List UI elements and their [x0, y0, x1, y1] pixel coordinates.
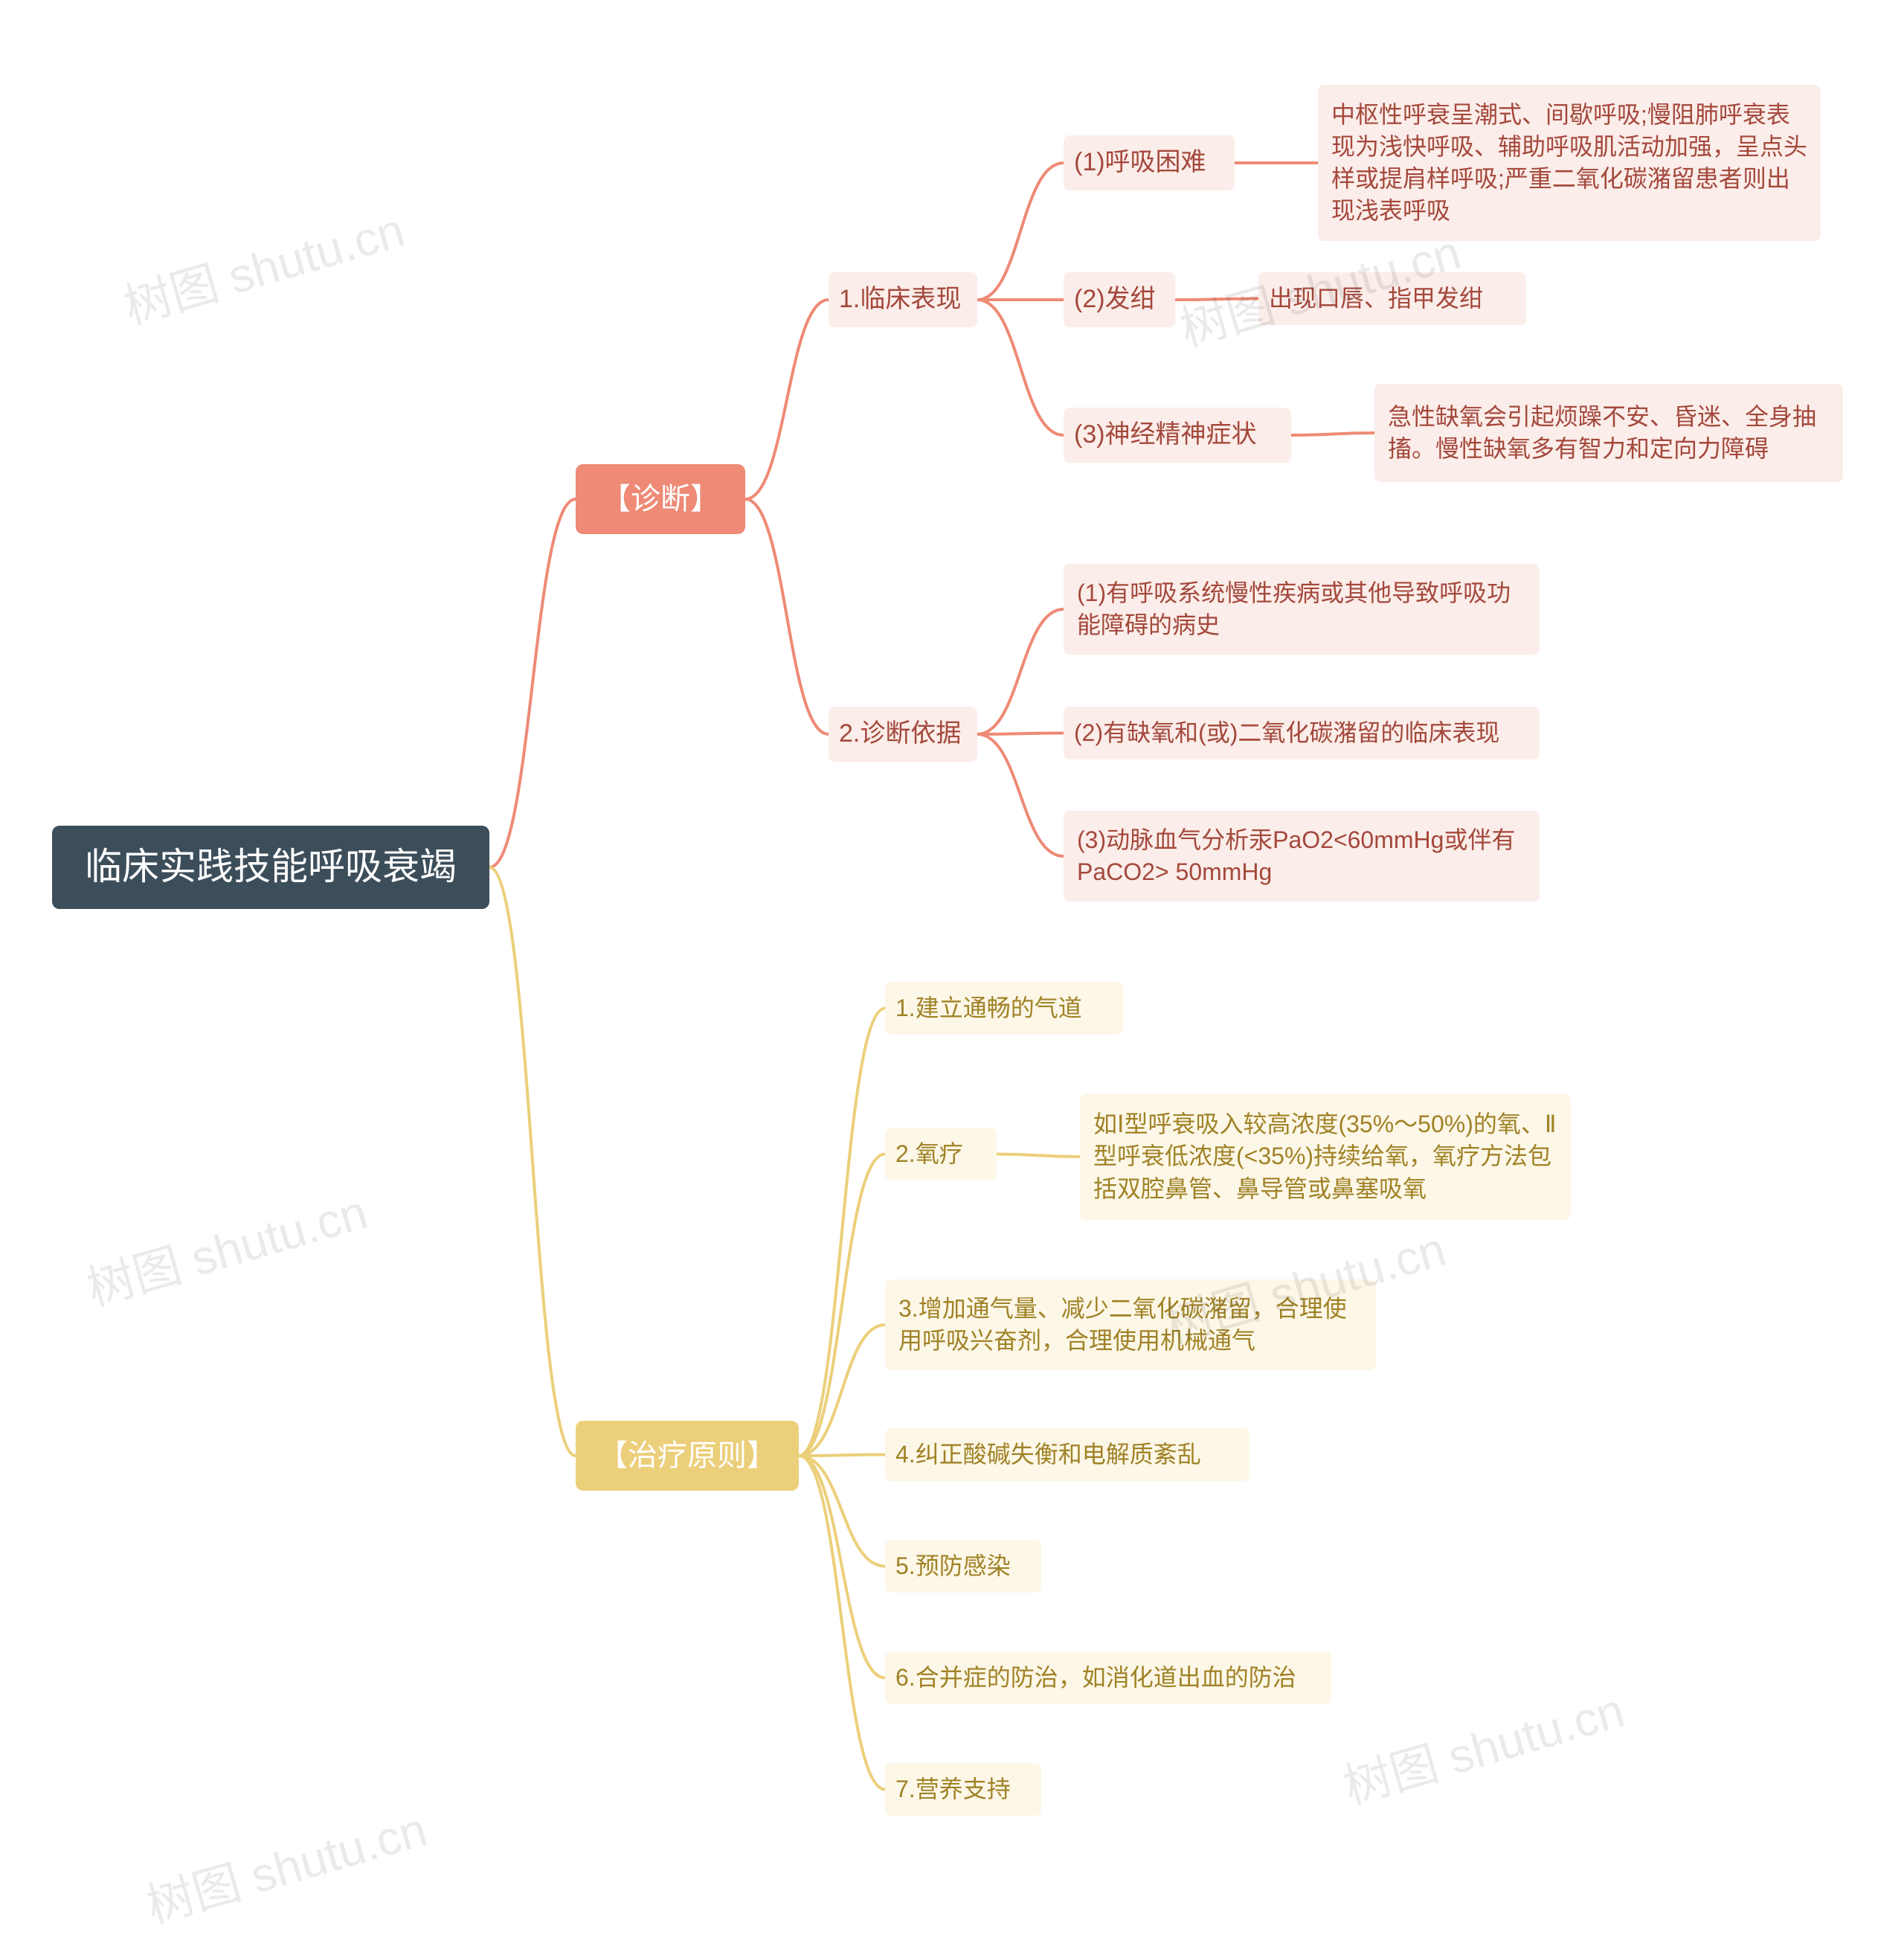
node-t3[interactable]: 3.增加通气量、减少二氧化碳潴留，合理使用呼吸兴奋剂，合理使用机械通气 — [885, 1279, 1376, 1370]
node-d2-label: 2.诊断依据 — [839, 717, 961, 751]
node-root[interactable]: 临床实践技能呼吸衰竭 — [52, 826, 489, 909]
edge-treat-t4 — [799, 1455, 885, 1456]
edge-d1b-d1b_desc — [1175, 299, 1258, 301]
node-treat[interactable]: 【治疗原则】 — [576, 1421, 799, 1491]
edge-treat-t7 — [799, 1456, 885, 1790]
node-t7[interactable]: 7.营养支持 — [885, 1763, 1041, 1816]
node-diag[interactable]: 【诊断】 — [576, 464, 745, 534]
edge-diag-d1 — [745, 300, 829, 499]
node-d2b[interactable]: (2)有缺氧和(或)二氧化碳潴留的临床表现 — [1064, 707, 1540, 759]
node-t2[interactable]: 2.氧疗 — [885, 1128, 997, 1180]
watermark: 树图 shutu.cn — [1335, 1672, 1631, 1817]
node-d1b-label: (2)发绀 — [1074, 283, 1156, 317]
node-t6[interactable]: 6.合并症的防治，如消化道出血的防治 — [885, 1651, 1331, 1704]
edge-d1-d1a — [977, 163, 1064, 300]
node-d1c_desc[interactable]: 急性缺氧会引起烦躁不安、昏迷、全身抽搐。慢性缺氧多有智力和定向力障碍 — [1374, 384, 1843, 482]
edge-d1c-d1c_desc — [1291, 433, 1374, 435]
node-d1c_desc-label: 急性缺氧会引起烦躁不安、昏迷、全身抽搐。慢性缺氧多有智力和定向力障碍 — [1388, 401, 1830, 465]
edge-d1-d1c — [977, 300, 1064, 435]
node-t3-label: 3.增加通气量、减少二氧化碳潴留，合理使用呼吸兴奋剂，合理使用机械通气 — [898, 1293, 1363, 1357]
watermark: 树图 shutu.cn — [138, 1791, 434, 1936]
node-t5[interactable]: 5.预防感染 — [885, 1540, 1041, 1593]
node-d1b_desc-label: 出现口唇、指甲发绀 — [1269, 283, 1483, 315]
edge-treat-t5 — [799, 1456, 885, 1567]
node-d1a-label: (1)呼吸困难 — [1074, 146, 1206, 180]
edge-root-diag — [489, 499, 576, 867]
node-d2[interactable]: 2.诊断依据 — [829, 707, 977, 762]
edge-t2-t2_desc — [997, 1154, 1080, 1157]
edge-d2-d2b — [977, 733, 1064, 735]
node-t2-label: 2.氧疗 — [895, 1138, 963, 1170]
node-t2_desc-label: 如Ⅰ型呼衰吸入较高浓度(35%～50%)的氧、Ⅱ型呼衰低浓度(<35%)持续给氧… — [1093, 1108, 1557, 1205]
node-t6-label: 6.合并症的防治，如消化道出血的防治 — [895, 1662, 1296, 1694]
node-t4-label: 4.纠正酸碱失衡和电解质紊乱 — [895, 1439, 1201, 1471]
edge-d2-d2c — [977, 734, 1064, 856]
node-t5-label: 5.预防感染 — [895, 1550, 1011, 1582]
node-t1-label: 1.建立通畅的气道 — [895, 992, 1082, 1024]
edge-treat-t6 — [799, 1456, 885, 1678]
node-d1b[interactable]: (2)发绀 — [1064, 272, 1175, 327]
edge-d2-d2a — [977, 609, 1064, 734]
edge-diag-d2 — [745, 499, 829, 734]
watermark: 树图 shutu.cn — [78, 1174, 374, 1319]
edge-root-treat — [489, 867, 576, 1456]
edge-treat-t1 — [799, 1009, 885, 1456]
node-d1a[interactable]: (1)呼吸困难 — [1064, 135, 1235, 190]
node-d1a_desc[interactable]: 中枢性呼衰呈潮式、间歇呼吸;慢阻肺呼衰表现为浅快呼吸、辅助呼吸肌活动加强，呈点头… — [1318, 85, 1821, 241]
node-d2a[interactable]: (1)有呼吸系统慢性疾病或其他导致呼吸功能障碍的病史 — [1064, 564, 1540, 655]
node-t2_desc[interactable]: 如Ⅰ型呼衰吸入较高浓度(35%～50%)的氧、Ⅱ型呼衰低浓度(<35%)持续给氧… — [1080, 1093, 1571, 1220]
node-d1c-label: (3)神经精神症状 — [1074, 418, 1257, 452]
node-d2c-label: (3)动脉血气分析汞PaO2<60mmHg或伴有PaCO2> 50mmHg — [1077, 824, 1526, 888]
node-d1c[interactable]: (3)神经精神症状 — [1064, 408, 1291, 463]
node-t1[interactable]: 1.建立通畅的气道 — [885, 982, 1123, 1035]
mindmap-stage: 临床实践技能呼吸衰竭 【诊断】【治疗原则】 1.临床表现 2.诊断依据 (1)呼吸困难 中… — [0, 0, 1904, 1884]
node-d1[interactable]: 1.临床表现 — [829, 272, 977, 327]
node-root-label: 临床实践技能呼吸衰竭 — [85, 842, 457, 893]
node-d2a-label: (1)有呼吸系统慢性疾病或其他导致呼吸功能障碍的病史 — [1077, 577, 1526, 641]
node-d1a_desc-label: 中枢性呼衰呈潮式、间歇呼吸;慢阻肺呼衰表现为浅快呼吸、辅助呼吸肌活动加强，呈点头… — [1331, 99, 1807, 228]
node-d2c[interactable]: (3)动脉血气分析汞PaO2<60mmHg或伴有PaCO2> 50mmHg — [1064, 811, 1540, 902]
watermark: 树图 shutu.cn — [115, 192, 411, 337]
node-diag-label: 【诊断】 — [601, 479, 720, 519]
node-d1-label: 1.临床表现 — [839, 283, 961, 317]
node-d1b_desc[interactable]: 出现口唇、指甲发绀 — [1258, 272, 1526, 325]
node-d2b-label: (2)有缺氧和(或)二氧化碳潴留的临床表现 — [1074, 717, 1499, 749]
node-t7-label: 7.营养支持 — [895, 1773, 1011, 1805]
edge-treat-t3 — [799, 1325, 885, 1456]
edge-treat-t2 — [799, 1154, 885, 1456]
node-treat-label: 【治疗原则】 — [598, 1436, 776, 1476]
node-t4[interactable]: 4.纠正酸碱失衡和电解质紊乱 — [885, 1428, 1250, 1481]
